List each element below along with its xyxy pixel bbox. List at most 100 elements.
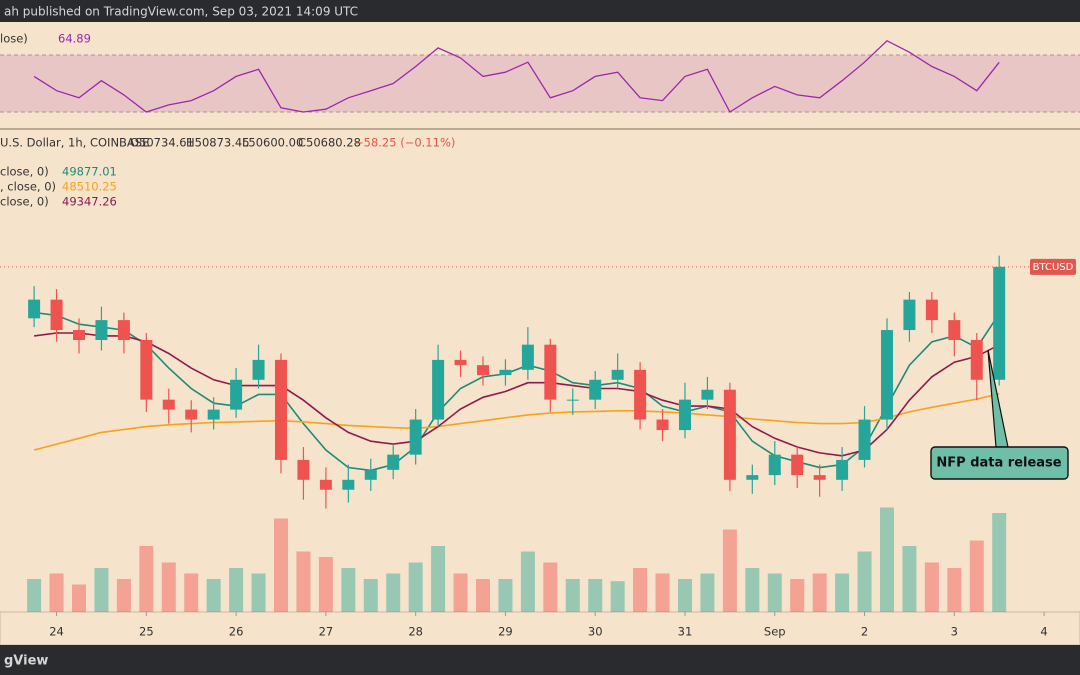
volume-bar	[386, 573, 401, 612]
moving-average	[33, 311, 1000, 472]
volume-bar	[139, 546, 154, 612]
candle-body	[50, 299, 63, 331]
rsi-value: 64.89	[58, 32, 91, 46]
ma-legend-name: close, 0)	[0, 165, 49, 179]
volume-bar	[72, 584, 87, 612]
candle-body	[95, 320, 108, 340]
volume-bar	[879, 507, 894, 612]
candle-body	[252, 359, 265, 380]
x-axis-strip	[0, 611, 1080, 646]
ma-legend-value: 48510.25	[62, 180, 117, 194]
candle-body	[723, 389, 736, 480]
x-tick-label: 26	[229, 625, 244, 639]
candle-body	[544, 344, 557, 400]
candle-body	[880, 330, 893, 420]
volume-bar	[161, 562, 176, 612]
volume-bar	[273, 518, 288, 612]
top-bar	[0, 0, 1080, 22]
ma-legend-name: close, 0)	[0, 195, 49, 209]
candle-body	[813, 475, 826, 480]
volume-bar	[94, 568, 109, 612]
volume-bar	[633, 568, 648, 612]
volume-bar	[790, 579, 805, 612]
price-legend-open: O50734.61	[130, 136, 194, 150]
x-tick-label: 31	[678, 625, 693, 639]
x-tick-label: 2	[861, 625, 868, 639]
candle-body	[836, 459, 849, 480]
candle-body	[993, 266, 1006, 380]
candle-body	[948, 320, 961, 340]
volume-bar	[588, 579, 603, 612]
x-tick-label: 4	[1040, 625, 1047, 639]
candle-body	[140, 339, 153, 400]
volume-bar	[812, 573, 827, 612]
volume-bar	[969, 540, 984, 612]
volume-bar	[116, 579, 131, 612]
volume-bar	[924, 562, 939, 612]
volume-bar	[251, 573, 266, 612]
candle-body	[746, 475, 759, 480]
x-tick-label: 28	[408, 625, 423, 639]
volume-bar	[229, 568, 244, 612]
candle-body	[297, 459, 310, 480]
volume-bar	[431, 546, 446, 612]
volume-bar	[655, 573, 670, 612]
volume-bar	[475, 579, 490, 612]
moving-average	[33, 393, 1000, 451]
rsi-line	[33, 40, 1000, 113]
volume-bar	[341, 568, 356, 612]
volume-bar	[408, 562, 423, 612]
price-legend-high: H50873.45	[186, 136, 250, 150]
candle-body	[656, 419, 669, 431]
x-tick-label: 29	[498, 625, 513, 639]
candle-body	[611, 369, 624, 380]
volume-bar	[520, 551, 535, 612]
candle-body	[117, 320, 130, 340]
candle-body	[589, 379, 602, 400]
volume-bar	[835, 573, 850, 612]
volume-bar	[318, 557, 333, 612]
candle-body	[701, 389, 714, 400]
candle-body	[432, 359, 445, 420]
moving-average	[33, 332, 1000, 457]
candle-body	[858, 419, 871, 460]
symbol-tag	[1030, 258, 1076, 275]
candle-body	[207, 409, 220, 420]
x-tick-label: 3	[951, 625, 958, 639]
annotation-box	[930, 446, 1069, 480]
volume-bar	[722, 529, 737, 612]
ma-legend-value: 49877.01	[62, 165, 117, 179]
price-legend-close: C50680.28	[298, 136, 361, 150]
candle-body	[768, 454, 781, 476]
bottom-bar	[0, 645, 1080, 675]
volume-bar	[296, 551, 311, 612]
volume-bar	[453, 573, 468, 612]
candle-body	[230, 379, 243, 410]
published-text: ah published on TradingView.com, Sep 03,…	[4, 5, 358, 19]
candle-body	[274, 359, 287, 460]
candle-body	[634, 369, 647, 420]
candle-body	[521, 344, 534, 370]
volume-bar	[902, 546, 917, 612]
candle-body	[364, 469, 377, 480]
symbol-label: BTCUSD	[1033, 262, 1074, 273]
ma-legend-name: , close, 0)	[0, 180, 56, 194]
volume-bar	[947, 568, 962, 612]
candle-body	[73, 330, 86, 340]
volume-bar	[498, 579, 513, 612]
x-tick-label: 27	[319, 625, 334, 639]
ma-legend-value: 49347.26	[62, 195, 117, 209]
x-tick-label: 25	[139, 625, 154, 639]
candle-body	[454, 359, 467, 366]
volume-bar	[745, 568, 760, 612]
logo-text: gView	[4, 654, 48, 669]
candle-body	[791, 454, 804, 476]
candle-body	[28, 299, 41, 319]
price-legend-low: L50600.00	[242, 136, 303, 150]
candle-body	[499, 369, 512, 376]
volume-bar	[49, 573, 64, 612]
candle-body	[566, 399, 579, 401]
volume-bar	[610, 581, 625, 612]
